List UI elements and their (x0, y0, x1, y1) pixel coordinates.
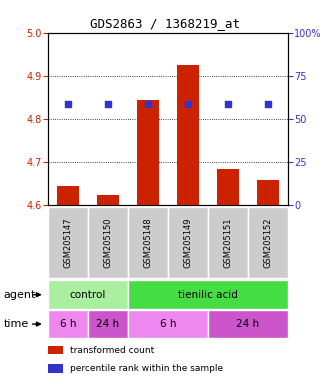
Text: GSM205151: GSM205151 (223, 218, 232, 268)
Text: control: control (70, 290, 106, 300)
Text: GSM205149: GSM205149 (183, 218, 193, 268)
Text: GSM205148: GSM205148 (143, 218, 153, 268)
Bar (57, 186, 79, 205)
Text: tienilic acid: tienilic acid (178, 290, 238, 300)
Text: 24 h: 24 h (236, 319, 260, 329)
Point (265, 101, 271, 107)
Text: percentile rank within the sample: percentile rank within the sample (70, 364, 223, 373)
Point (225, 101, 231, 107)
Bar (177, 65, 199, 205)
Text: 24 h: 24 h (96, 319, 119, 329)
Bar (137, 99, 159, 205)
Bar (97, 195, 119, 205)
Text: GSM205147: GSM205147 (64, 218, 72, 268)
Text: agent: agent (3, 290, 36, 300)
Text: transformed count: transformed count (70, 346, 154, 355)
Point (145, 101, 151, 107)
Text: 6 h: 6 h (160, 319, 176, 329)
Text: GSM205150: GSM205150 (104, 218, 113, 268)
Point (105, 101, 111, 107)
Point (65, 101, 71, 107)
Text: GSM205152: GSM205152 (263, 218, 272, 268)
Bar (217, 169, 239, 205)
Text: 6 h: 6 h (60, 319, 76, 329)
Text: time: time (3, 319, 28, 329)
Text: GDS2863 / 1368219_at: GDS2863 / 1368219_at (90, 17, 241, 30)
Point (185, 101, 191, 107)
Bar (257, 179, 279, 205)
